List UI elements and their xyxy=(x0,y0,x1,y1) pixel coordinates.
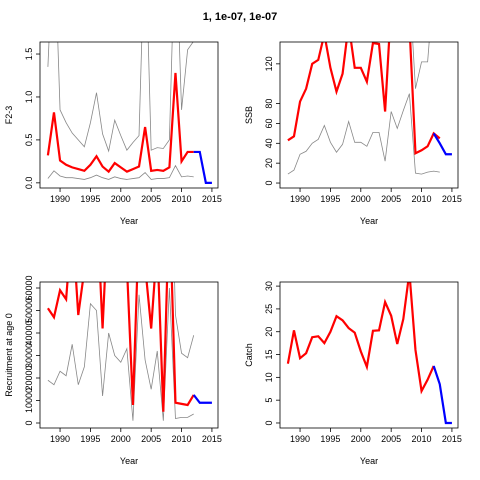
series-line xyxy=(46,282,195,412)
y-tick-label: 1.0 xyxy=(24,91,34,104)
plot-frame xyxy=(39,41,219,189)
x-tick-label: 1990 xyxy=(50,434,70,444)
x-tick-label: 2010 xyxy=(412,434,432,444)
series-line xyxy=(47,287,194,421)
x-tick-label: 2010 xyxy=(172,434,192,444)
series-line xyxy=(286,282,435,395)
y-axis-label: F2-3 xyxy=(4,106,14,125)
x-axis-label: Year xyxy=(120,216,138,226)
x-tick-label: 2015 xyxy=(202,434,222,444)
x-tick-label: 2000 xyxy=(351,434,371,444)
y-tick-label: 0 xyxy=(264,181,274,186)
y-tick-label: 0.5 xyxy=(24,134,34,147)
y-tick-label: 60 xyxy=(264,118,274,128)
x-tick-label: 2015 xyxy=(442,194,462,204)
y-tick-label: 10 xyxy=(264,372,274,382)
panel: 1990 1995 2000 2005 2010 2015 0 5 10 15 20 25 30 Year… xyxy=(244,281,462,466)
y-tick-label: 30000 xyxy=(24,343,34,368)
y-tick-label: 1.5 xyxy=(24,48,34,61)
x-tick-label: 2000 xyxy=(111,194,131,204)
y-tick-label: 60000 xyxy=(24,275,34,300)
plot-frame xyxy=(39,281,219,429)
plot-frame xyxy=(279,281,459,429)
y-tick-label: 80 xyxy=(264,99,274,109)
x-tick-label: 2005 xyxy=(141,194,161,204)
x-axis-label: Year xyxy=(360,456,378,466)
x-axis-label: Year xyxy=(120,456,138,466)
y-tick-label: 40000 xyxy=(24,320,34,345)
plot-frame xyxy=(279,41,459,189)
x-tick-label: 2000 xyxy=(111,434,131,444)
series-line xyxy=(47,42,194,153)
series-line xyxy=(287,42,441,155)
series-line xyxy=(432,365,452,425)
x-tick-label: 2015 xyxy=(442,434,462,444)
x-tick-label: 1995 xyxy=(320,434,340,444)
x-tick-label: 1990 xyxy=(290,194,310,204)
series-line xyxy=(47,164,194,180)
y-tick-label: 20000 xyxy=(24,365,34,390)
y-tick-label: 20 xyxy=(264,327,274,337)
y-tick-label: 0.0 xyxy=(24,177,34,190)
y-tick-label: 25 xyxy=(264,304,274,314)
x-tick-label: 2005 xyxy=(381,434,401,444)
series-line xyxy=(432,132,452,156)
series-line xyxy=(193,150,212,184)
y-tick-label: 30 xyxy=(264,281,274,291)
panel: 1990 1995 2000 2005 2010 2015 0 100002000030000… xyxy=(4,275,222,466)
y-tick-label: 50000 xyxy=(24,298,34,323)
x-tick-label: 2005 xyxy=(141,434,161,444)
series-line xyxy=(46,72,194,174)
x-tick-label: 1995 xyxy=(320,194,340,204)
series-line xyxy=(287,93,440,175)
y-axis-label: SSB xyxy=(244,106,254,124)
series-line xyxy=(192,394,212,404)
y-axis-label: Recruitment at age 0 xyxy=(4,313,14,397)
x-axis-label: Year xyxy=(360,216,378,226)
x-tick-label: 2000 xyxy=(351,194,371,204)
panel: 1990 1995 2000 2005 2010 2015 0.0 0.5 1.0 1.5 Year… xyxy=(4,41,222,226)
x-tick-label: 1995 xyxy=(80,194,100,204)
x-tick-label: 1990 xyxy=(50,194,70,204)
y-axis-label: Catch xyxy=(244,343,254,367)
y-tick-label: 120 xyxy=(264,56,274,71)
x-tick-label: 1990 xyxy=(290,434,310,444)
panel: 1990 1995 2000 2005 2010 2015 0 20 40 60 80 120 Year… xyxy=(244,41,462,226)
x-tick-label: 2005 xyxy=(381,194,401,204)
y-tick-label: 0 xyxy=(24,420,34,425)
y-tick-label: 5 xyxy=(264,398,274,403)
y-tick-label: 10000 xyxy=(24,388,34,413)
x-tick-label: 2010 xyxy=(172,194,192,204)
x-tick-label: 1995 xyxy=(80,434,100,444)
y-tick-label: 0 xyxy=(264,420,274,425)
y-tick-label: 40 xyxy=(264,138,274,148)
x-tick-label: 2010 xyxy=(412,194,432,204)
y-tick-label: 15 xyxy=(264,350,274,360)
figure-title: 1, 1e-07, 1e-07 xyxy=(203,11,278,23)
x-tick-label: 2015 xyxy=(202,194,222,204)
y-tick-label: 20 xyxy=(264,158,274,168)
